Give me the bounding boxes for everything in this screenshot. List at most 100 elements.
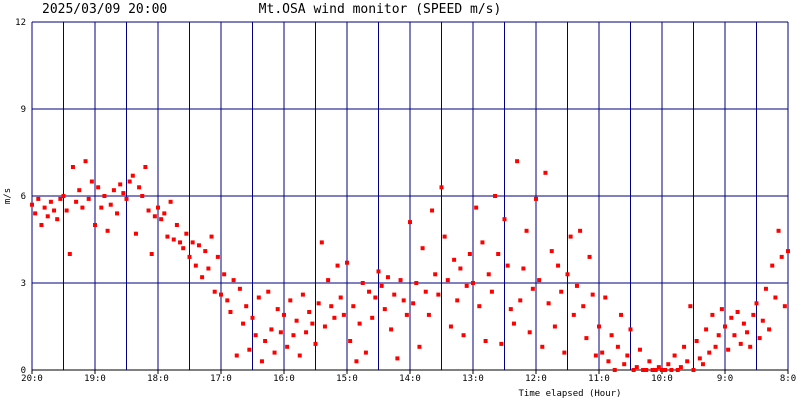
data-point <box>294 318 299 323</box>
data-point <box>237 286 242 291</box>
x-tick-label: 13:0 <box>462 374 484 384</box>
data-point <box>395 356 400 361</box>
data-point <box>149 252 154 256</box>
data-point <box>751 312 756 317</box>
data-point <box>489 289 494 294</box>
data-point <box>763 286 768 291</box>
data-point <box>70 165 75 169</box>
data-point <box>685 359 690 364</box>
data-point <box>713 344 718 349</box>
data-point <box>508 307 513 312</box>
data-point <box>354 359 359 364</box>
data-point <box>480 240 485 245</box>
data-point <box>345 260 349 265</box>
y-tick-label: 12 <box>15 18 26 28</box>
data-point <box>738 341 743 346</box>
data-point <box>606 359 611 364</box>
data-point <box>174 223 179 227</box>
data-point <box>404 312 409 317</box>
data-point <box>779 254 784 259</box>
data-point <box>39 223 44 227</box>
data-point <box>597 324 601 329</box>
data-point <box>521 266 526 271</box>
data-point <box>700 362 705 367</box>
data-point <box>634 365 639 370</box>
data-point <box>559 289 564 294</box>
data-point <box>524 228 529 233</box>
data-point <box>93 223 97 227</box>
x-tick-label: 11:0 <box>588 374 610 384</box>
data-point <box>511 321 516 326</box>
data-point <box>282 312 286 317</box>
data-point <box>184 231 189 236</box>
data-point <box>187 254 192 259</box>
data-point <box>256 295 261 300</box>
data-point <box>206 266 211 271</box>
data-point <box>263 339 268 343</box>
x-tick-label: 14:0 <box>399 374 421 384</box>
data-point <box>537 278 542 283</box>
data-point <box>165 234 170 239</box>
data-point <box>748 344 753 349</box>
data-point <box>146 208 151 213</box>
data-point <box>212 289 217 294</box>
data-point <box>666 362 671 367</box>
data-point <box>776 228 781 233</box>
x-tick-label: 9:0 <box>717 374 733 384</box>
data-point <box>745 330 750 335</box>
x-tick-label: 12:0 <box>525 374 547 384</box>
data-point <box>86 196 91 201</box>
data-point <box>171 237 176 242</box>
data-point <box>181 246 186 251</box>
data-point <box>360 281 365 285</box>
data-point <box>641 368 646 372</box>
data-point <box>143 165 148 169</box>
data-point <box>732 333 737 338</box>
data-point <box>392 292 397 297</box>
data-point <box>757 336 762 341</box>
data-point <box>600 350 605 355</box>
data-point <box>272 350 277 355</box>
data-point <box>168 199 173 204</box>
data-point <box>675 368 680 372</box>
data-point <box>332 315 337 320</box>
data-point <box>385 275 390 280</box>
data-point <box>417 344 422 349</box>
data-point <box>33 211 38 216</box>
data-point <box>628 327 633 332</box>
y-tick-label: 0 <box>21 366 26 376</box>
data-point <box>373 295 378 300</box>
data-point <box>530 286 535 291</box>
data-point <box>102 194 107 198</box>
data-point <box>483 339 488 343</box>
x-tick-label: 17:0 <box>210 374 232 384</box>
data-point <box>297 353 302 358</box>
data-point <box>452 257 457 262</box>
data-point <box>663 368 668 372</box>
data-point <box>329 304 334 309</box>
data-point <box>190 240 195 245</box>
data-point <box>36 196 41 201</box>
data-point <box>496 252 501 256</box>
data-point <box>439 185 444 190</box>
data-point <box>64 208 69 213</box>
data-point <box>269 327 274 332</box>
data-point <box>467 252 472 256</box>
data-point <box>637 347 642 352</box>
x-tick-label: 16:0 <box>273 374 295 384</box>
data-point <box>61 194 66 198</box>
data-point <box>115 211 120 216</box>
data-point <box>118 182 123 187</box>
data-point <box>152 214 157 219</box>
data-point <box>540 344 545 349</box>
data-point <box>319 240 324 245</box>
data-point <box>486 272 491 277</box>
data-point <box>603 295 608 300</box>
data-point <box>127 179 132 184</box>
data-point <box>341 312 346 317</box>
data-point <box>367 289 372 294</box>
data-point <box>222 272 227 277</box>
data-point <box>99 205 104 210</box>
